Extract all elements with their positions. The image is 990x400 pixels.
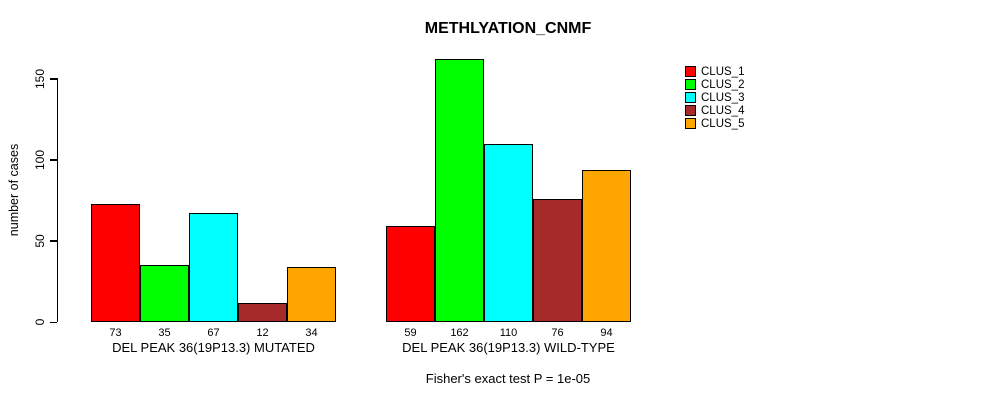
group-label-2: DEL PEAK 36(19P13.3) WILD-TYPE — [402, 340, 615, 355]
bar-value-label: 94 — [600, 327, 613, 339]
chart-title: METHLYATION_CNMF — [424, 20, 592, 37]
legend-label: CLUS_2 — [701, 78, 745, 91]
y-tick-mark — [50, 159, 57, 161]
legend-item-clus_3: CLUS_3 — [685, 91, 744, 104]
legend-label: CLUS_1 — [701, 65, 745, 78]
legend-label: CLUS_4 — [701, 104, 745, 117]
bar-clus_5-group2 — [582, 169, 631, 322]
y-tick-label: 100 — [33, 149, 47, 170]
legend-swatch-clus_1 — [685, 66, 696, 77]
legend-swatch-clus_3 — [685, 92, 696, 103]
y-tick-mark — [50, 321, 57, 323]
bar-value-label: 67 — [207, 327, 220, 339]
legend: CLUS_1 CLUS_2 CLUS_3 CLUS_4 CLUS_5 — [685, 65, 744, 130]
bar-clus_1-group1 — [91, 203, 140, 322]
y-tick-mark — [50, 240, 57, 242]
legend-item-clus_5: CLUS_5 — [685, 117, 744, 130]
bar-value-label: 110 — [499, 327, 518, 339]
legend-swatch-clus_4 — [685, 105, 696, 116]
bar-value-label: 162 — [450, 327, 469, 339]
bar-value-label: 35 — [158, 327, 171, 339]
bar-value-label: 12 — [256, 327, 269, 339]
bar-clus_4-group2 — [533, 198, 582, 322]
bar-value-label: 76 — [551, 327, 564, 339]
bar-clus_1-group2 — [386, 226, 435, 322]
y-tick-label: 50 — [33, 234, 47, 248]
bar-clus_5-group1 — [287, 266, 336, 322]
legend-item-clus_2: CLUS_2 — [685, 78, 744, 91]
y-axis-line — [57, 78, 59, 322]
bar-clus_2-group1 — [140, 265, 189, 322]
legend-label: CLUS_3 — [701, 91, 745, 104]
legend-label: CLUS_5 — [701, 117, 745, 130]
y-axis-label: number of cases — [7, 143, 21, 237]
legend-item-clus_1: CLUS_1 — [685, 65, 744, 78]
bar-clus_4-group1 — [238, 302, 287, 322]
bar-clus_3-group1 — [189, 213, 238, 322]
y-tick-label: 0 — [33, 318, 47, 326]
annotation-fisher-test: Fisher's exact test P = 1e-05 — [425, 371, 591, 386]
bar-value-label: 34 — [305, 327, 318, 339]
legend-item-clus_4: CLUS_4 — [685, 104, 744, 117]
bar-clus_3-group2 — [484, 143, 533, 322]
bar-value-label: 59 — [404, 327, 417, 339]
bar-clus_2-group2 — [435, 59, 484, 322]
y-tick-label: 150 — [33, 68, 47, 89]
bar-value-label: 73 — [109, 327, 122, 339]
legend-swatch-clus_2 — [685, 79, 696, 90]
group-label-1: DEL PEAK 36(19P13.3) MUTATED — [112, 340, 315, 355]
legend-swatch-clus_5 — [685, 118, 696, 129]
y-tick-mark — [50, 78, 57, 80]
